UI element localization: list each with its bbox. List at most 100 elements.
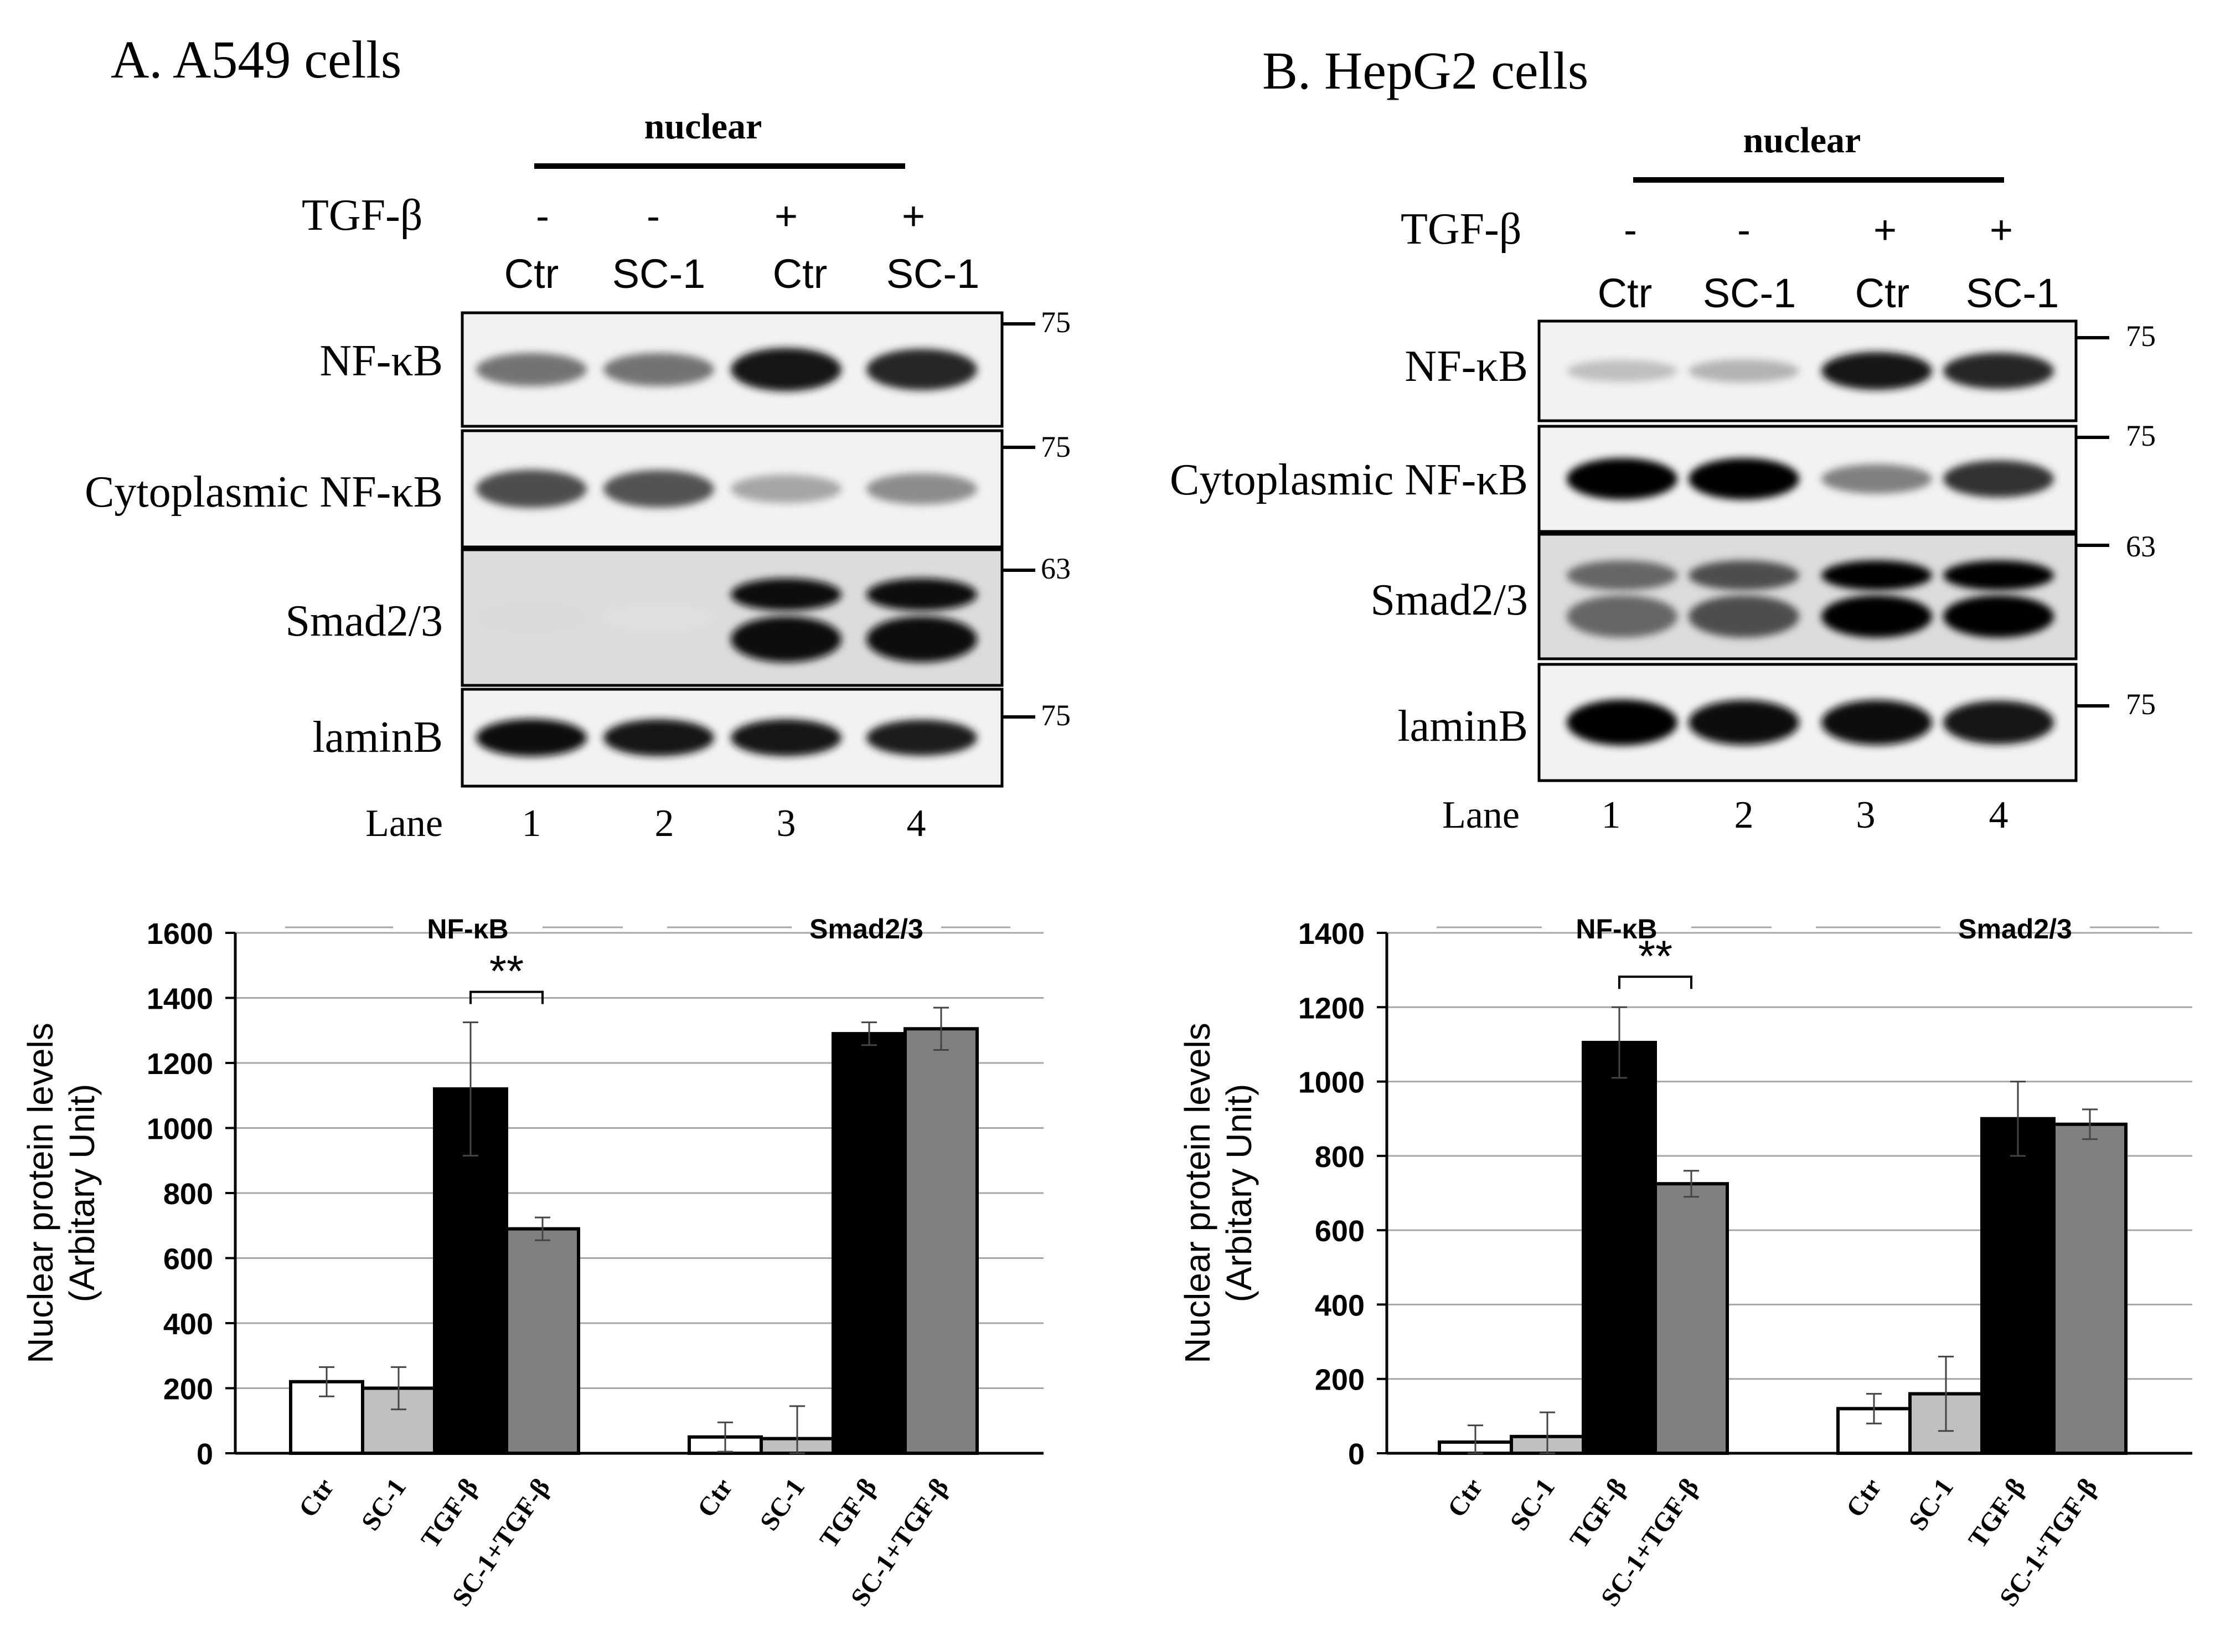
panel-b-blot [1537,319,2109,782]
panel-b-row-label-2: Cytoplasmic NF-κB [1170,456,1528,504]
blot-band [1567,360,1677,382]
blot-band [1821,595,1932,638]
blot-band [731,578,841,611]
bar [1980,1117,2056,1455]
category-label: TGF-β [1564,1473,1633,1553]
panel-b-nuclear-header: nuclear [1743,120,1861,161]
y-tick-label: 200 [1315,1364,1365,1397]
bar [1582,1041,1657,1455]
blot-band [1689,560,1799,591]
blot-band [731,474,841,503]
y-tick-label: 0 [197,1438,213,1471]
blot-band [866,473,977,505]
chart-a: 0 200 400 600 800 1000 1200 1400 1600 Nuclear pro… [20,913,1044,1612]
blot-band [1943,595,2054,638]
blot-band [731,719,841,756]
group-name: Smad2/3 [1958,913,2072,944]
blot-band [1821,700,1932,745]
blot-band [476,469,587,508]
panel-a-marker-2: 75 [1041,430,1071,463]
panel-a-sign-1: - [536,194,549,239]
panel-b-lane-2: 2 [1734,794,1754,837]
blot-band [476,604,587,631]
panel-b-lane-3: 3 [1856,794,1876,837]
bar [1654,1182,1729,1455]
y-tick-label: 1200 [147,1047,213,1081]
y-tick-label: 1000 [1298,1066,1365,1099]
y-tick-label: 400 [163,1308,213,1341]
y-axis-label: Nuclear protein levels [20,1023,60,1363]
category-label: SC-1 [754,1473,810,1536]
blot-band [1821,464,1932,494]
panel-a-tgf-label: TGF-β [302,191,422,240]
panel-b-sign-1: - [1624,208,1637,252]
blot-band [1567,699,1677,746]
panel-a-sign-2: - [647,194,660,239]
blot-band [1943,460,2054,498]
panel-a-lane-3: 3 [777,802,796,845]
panel-b-marker-1: 75 [2126,319,2156,353]
category-label: Ctr [691,1473,739,1522]
y-axis-label-units: (Arbitary Unit) [62,1084,102,1303]
y-tick-label: 0 [1348,1438,1365,1471]
blot-band [603,605,714,631]
panel-b-marker-3: 63 [2126,530,2156,563]
blot-band [1567,595,1677,638]
category-label: TGF-β [415,1473,484,1553]
panel-a-row-label-2: Cytoplasmic NF-κB [85,468,443,517]
panel-a-lane-4: 4 [907,802,926,845]
panel-b-group-2: SC-1 [1703,270,1796,316]
panel-a-row-label-3: Smad2/3 [286,597,443,646]
bar [2052,1122,2128,1455]
panel-a-group-4: SC-1 [886,251,980,297]
blot-band [1567,560,1677,591]
category-label: TGF-β [1963,1473,2031,1553]
panel-a-sign-4: + [902,194,925,239]
group-name: NF-κB [427,913,508,944]
y-axis-label-units: (Arbitary Unit) [1219,1084,1259,1303]
blot-band [1689,359,1799,383]
blot-band [1689,700,1799,745]
panel-b-sign-4: + [1990,208,2013,252]
category-label: SC-1 [1903,1473,1959,1536]
blot-band [1689,595,1799,638]
y-tick-label: 800 [1315,1140,1365,1174]
blot-band [1943,700,2054,745]
panel-a-nuclear-header: nuclear [644,106,762,147]
panel-b-marker-2: 75 [2126,419,2156,452]
panel-b-group-3: Ctr [1855,270,1910,316]
panel-a-blot [461,311,1035,788]
y-tick-label: 400 [1315,1289,1365,1322]
panel-a-sign-3: + [775,194,798,239]
blot-band [731,616,841,663]
blot-band [1821,560,1932,591]
panel-a-group-1: Ctr [504,251,559,297]
significance-bracket [1618,975,1692,989]
y-tick-label: 800 [163,1178,213,1211]
category-label: SC-1 [355,1473,412,1536]
y-tick-label: 1200 [1298,992,1365,1025]
y-tick-label: 600 [163,1243,213,1276]
panel-a-marker-3: 63 [1041,552,1071,585]
bar [505,1227,580,1455]
category-label: Ctr [1442,1473,1489,1522]
panel-b-row-label-1: NF-κB [1405,342,1528,391]
panel-a-title: A. A549 cells [111,30,401,89]
significance-stars: ** [489,947,524,996]
panel-a-group-3: Ctr [773,251,828,297]
blot-band [603,353,714,386]
blot-band [866,720,977,756]
blot-band [1689,458,1799,500]
blot-band [866,616,977,663]
blot-band [731,348,841,391]
group-name: NF-κB [1576,913,1657,944]
panel-a-marker-1: 75 [1041,306,1071,339]
panel-b-marker-4: 75 [2126,688,2156,721]
panel-b-tgf-label: TGF-β [1401,205,1521,254]
y-tick-label: 200 [163,1373,213,1406]
panel-b-row-label-3: Smad2/3 [1371,576,1528,624]
y-tick-label: 1400 [147,983,213,1016]
significance-bracket [469,990,544,1004]
